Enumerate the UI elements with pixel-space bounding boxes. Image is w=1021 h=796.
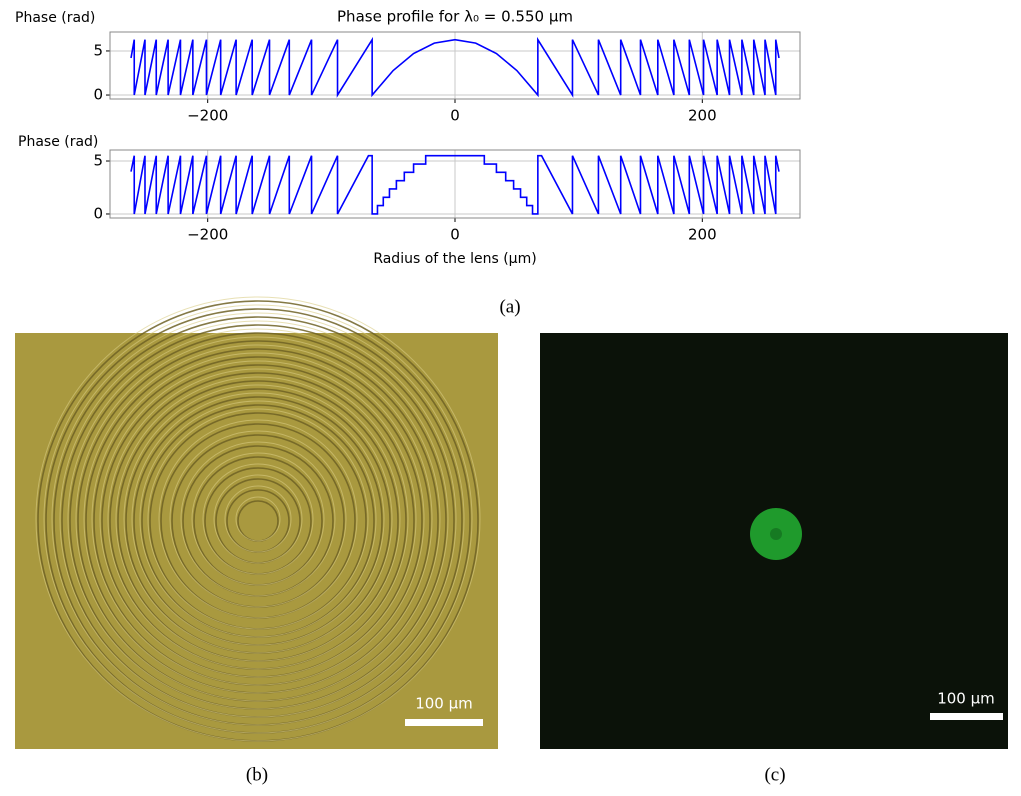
- ring-highlight: [123, 384, 393, 654]
- plot-frame: [109, 31, 801, 100]
- ring-highlight: [91, 352, 425, 686]
- ring-highlight: [51, 312, 465, 726]
- scale-bar-label: 100 μm: [937, 690, 995, 708]
- ring-highlight: [139, 400, 377, 638]
- ring-highlight: [213, 474, 303, 564]
- y-axis-label: Phase (rad): [15, 10, 95, 26]
- phase-line: [130, 154, 780, 215]
- y-axis-label: Phase (rad): [18, 134, 98, 150]
- x-tick-label: 0: [450, 107, 460, 125]
- ring-highlight: [83, 344, 433, 694]
- photo-b: [15, 296, 498, 749]
- ring-highlight: [224, 485, 292, 553]
- ring-highlight: [131, 392, 385, 646]
- ring-highlight: [115, 376, 401, 662]
- scale-bar: [405, 719, 483, 726]
- photo-c: [540, 333, 1008, 749]
- ring-highlight: [158, 419, 358, 619]
- ring-highlight: [43, 304, 473, 734]
- ring-highlight: [35, 296, 481, 742]
- y-tick-label: 5: [93, 152, 103, 170]
- chart-title: Phase profile for λ₀ = 0.550 μm: [337, 8, 573, 26]
- x-tick-label: −200: [187, 107, 228, 125]
- ring-highlight: [169, 430, 347, 608]
- scale-bar-label: 100 μm: [415, 695, 473, 713]
- ring-highlight: [235, 496, 281, 542]
- ring-highlight: [59, 320, 457, 718]
- x-tick-label: 200: [688, 226, 717, 244]
- ring-highlight: [202, 463, 314, 575]
- lens-rings: [35, 296, 481, 742]
- panel-label: (a): [499, 296, 520, 317]
- focal-spot-center: [770, 528, 782, 540]
- y-tick-label: 5: [93, 41, 103, 59]
- x-axis-label: Radius of the lens (μm): [373, 251, 536, 267]
- ring-highlight: [107, 368, 409, 670]
- x-tick-label: 0: [450, 226, 460, 244]
- y-tick-label: 0: [93, 204, 103, 222]
- ring-highlight: [147, 408, 369, 630]
- y-tick-label: 0: [93, 86, 103, 104]
- x-tick-label: 200: [688, 107, 717, 125]
- scale-bar: [930, 713, 1003, 720]
- x-tick-label: −200: [187, 226, 228, 244]
- panel-label: (b): [246, 764, 268, 785]
- ring-highlight: [99, 360, 417, 678]
- ring-highlight: [191, 452, 325, 586]
- ring-highlight: [75, 336, 441, 702]
- phase-line: [130, 36, 780, 98]
- ring-highlight: [67, 328, 449, 710]
- plot-frame: [109, 149, 801, 219]
- ring-highlight: [180, 441, 336, 597]
- panel-label: (c): [764, 764, 785, 785]
